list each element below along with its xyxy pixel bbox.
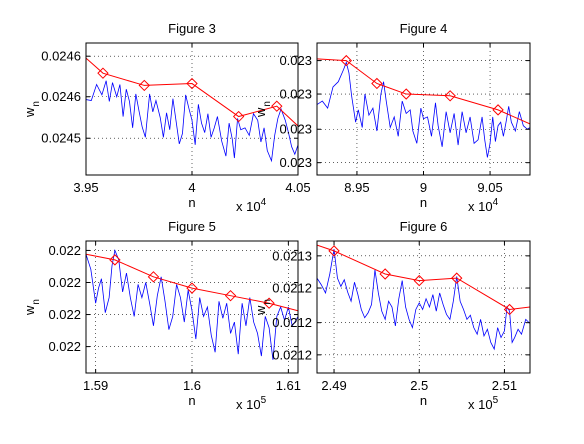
y-tick-label: 0.0212 — [272, 281, 312, 296]
diamond-marker — [451, 272, 463, 284]
subplot-title: Figure 6 — [400, 219, 448, 234]
y-tick-label: 0.023 — [279, 122, 312, 137]
diamond-marker — [503, 303, 516, 316]
diamond-marker — [232, 110, 245, 123]
y-tick-label: 0.022 — [48, 339, 81, 354]
y-tick-label: 0.022 — [48, 243, 81, 258]
x-tick-label: 8.95 — [344, 180, 369, 195]
x-tick-label: 3.95 — [73, 180, 98, 195]
x-tick-label: 4.05 — [285, 180, 310, 195]
axes-box — [316, 240, 531, 374]
subplot-title: Figure 4 — [400, 21, 448, 36]
x-tick-label: 4 — [188, 180, 195, 195]
x-tick-label: 9.05 — [477, 180, 502, 195]
diamond-marker — [271, 100, 283, 112]
x-tick-label: 1.61 — [276, 378, 301, 393]
diamond-marker — [147, 271, 160, 283]
x-axis-label: n — [420, 195, 427, 210]
y-axis-label-main: w — [22, 107, 37, 118]
y-tick-label: 0.0213 — [272, 248, 312, 263]
plot-area — [86, 43, 298, 175]
y-tick-label: 0.023 — [279, 155, 312, 170]
x-exponent-base: x 10 — [236, 199, 261, 214]
diamond-marker — [492, 104, 504, 116]
x-exponent-base: x 10 — [236, 397, 261, 412]
y-axis-label-sub: n — [31, 101, 42, 107]
diamond-marker — [400, 88, 412, 100]
x-exponent-base: x 10 — [468, 199, 493, 214]
subplot-title: Figure 3 — [168, 21, 216, 36]
y-axis-label-sub: n — [262, 299, 273, 305]
y-tick-label: 0.0246 — [41, 49, 81, 64]
diamond-marker — [186, 282, 198, 294]
subplot-title: Figure 5 — [168, 219, 216, 234]
y-axis-label-main: w — [253, 107, 268, 118]
diamond-marker — [138, 79, 151, 92]
x-exponent-base: x 10 — [468, 397, 493, 412]
diamond-marker — [379, 268, 391, 280]
diamond-marker — [340, 54, 352, 67]
y-tick-label: 0.0212 — [272, 347, 312, 362]
x-exponent-power: 4 — [261, 197, 267, 208]
x-exponent-power: 5 — [261, 395, 267, 406]
x-exponent-label: x 105 — [236, 395, 267, 412]
y-tick-label: 0.0212 — [272, 315, 312, 330]
diamond-marker — [413, 274, 425, 287]
series-line-2 — [86, 253, 298, 312]
diamond-marker — [186, 77, 198, 90]
series-line-1 — [317, 249, 530, 351]
subplot-3: 1.59 1.6 1.61 0.022 0.022 0.022 0.022 Figure 5 n… — [22, 219, 301, 412]
diamond-marker — [109, 254, 121, 266]
series-line-2 — [317, 244, 530, 310]
y-axis-label: wn — [253, 101, 273, 118]
x-exponent-label: x 105 — [468, 395, 499, 412]
y-tick-label: 0.022 — [48, 307, 81, 322]
series-line-2 — [317, 58, 530, 125]
diamond-marker — [444, 90, 456, 102]
y-tick-label: 0.0246 — [41, 89, 81, 104]
x-exponent-power: 4 — [493, 197, 499, 208]
x-tick-label: 2.5 — [410, 378, 428, 393]
subplot-4: 2.49 2.5 2.51 0.0213 0.0212 0.0212 0.0212 Figur… — [253, 219, 531, 412]
diamond-marker — [371, 77, 383, 90]
x-tick-label: 2.49 — [321, 378, 346, 393]
series-line-1 — [86, 80, 298, 163]
diamond-marker — [328, 245, 340, 257]
x-exponent-power: 5 — [493, 395, 499, 406]
y-axis-label-sub: n — [262, 101, 273, 107]
y-axis-label: wn — [253, 299, 273, 316]
x-axis-label: n — [420, 393, 427, 408]
y-tick-label: 0.023 — [279, 87, 312, 102]
x-tick-label: 1.6 — [183, 378, 201, 393]
subplot-1: 3.95 4 4.05 0.0246 0.0246 0.0245 Figure 3 n x 10… — [22, 21, 311, 214]
x-tick-label: 1.59 — [83, 378, 108, 393]
series-line-1 — [317, 61, 530, 158]
y-tick-label: 0.0245 — [41, 131, 81, 146]
x-tick-label: 2.51 — [492, 378, 517, 393]
y-axis-label: wn — [22, 101, 42, 118]
x-exponent-label: x 104 — [236, 197, 267, 214]
y-tick-label: 0.023 — [279, 53, 312, 68]
diamond-marker — [224, 289, 237, 302]
x-axis-label: n — [188, 195, 195, 210]
series-line-2 — [86, 57, 298, 127]
y-axis-label-sub: n — [31, 299, 42, 305]
y-axis-label-main: w — [22, 305, 37, 316]
series-line-1 — [86, 249, 298, 360]
x-exponent-label: x 104 — [468, 197, 499, 214]
subplot-2: 8.95 9 9.05 0.023 0.023 0.023 0.023 Figure 4 n x … — [253, 21, 531, 214]
diamond-marker — [97, 67, 109, 79]
x-tick-label: 9 — [420, 180, 427, 195]
x-axis-label: n — [188, 393, 195, 408]
y-axis-label: wn — [22, 299, 42, 316]
y-tick-label: 0.022 — [48, 275, 81, 290]
diamond-marker — [263, 297, 275, 309]
y-axis-label-main: w — [253, 305, 268, 316]
